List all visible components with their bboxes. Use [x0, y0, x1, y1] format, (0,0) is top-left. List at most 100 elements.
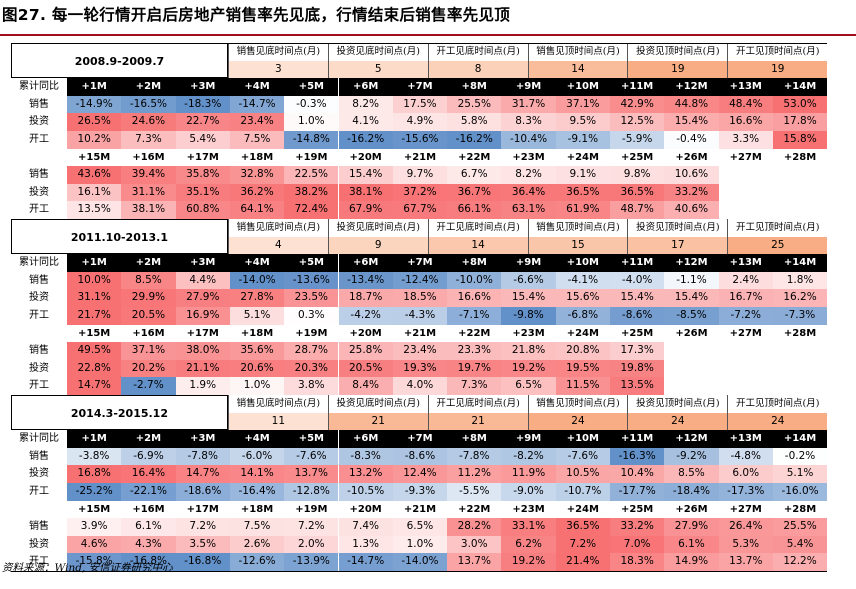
data-cell: -4.0%	[610, 271, 665, 290]
month-offset-header: +11M	[610, 430, 665, 448]
data-cell: 17.8%	[772, 113, 828, 131]
data-cell: 3.0%	[447, 535, 502, 554]
data-cell: 15.6%	[555, 289, 610, 307]
row-label-sales: 销售	[11, 271, 67, 290]
data-cell: 35.8%	[175, 166, 230, 184]
data-cell: 23.4%	[229, 113, 285, 131]
data-cell: 5.8%	[447, 113, 502, 131]
turning-point-value: 19	[727, 60, 828, 79]
row-label-sales: 销售	[11, 447, 67, 466]
month-offset-header: +27M	[718, 500, 773, 519]
data-cell: 5.3%	[718, 535, 773, 554]
data-cell: 6.7%	[447, 166, 502, 184]
month-offset-header: +24M	[555, 148, 610, 167]
data-cell: 31.1%	[121, 183, 176, 202]
data-cell: -13.9%	[284, 553, 339, 571]
row-label-start: 开工	[11, 377, 67, 395]
data-cell: -10.0%	[447, 271, 502, 290]
data-cell: 16.1%	[67, 183, 122, 202]
month-offset-header: +28M	[772, 500, 828, 519]
month-offset-header: +10M	[555, 254, 610, 272]
data-cell: -8.2%	[501, 447, 556, 466]
row-label-invest: 投资	[11, 359, 67, 378]
data-cell: -22.1%	[121, 483, 176, 501]
data-cell: 20.5%	[338, 359, 393, 378]
data-cell: 38.0%	[175, 342, 230, 360]
data-cell: -0.2%	[772, 447, 828, 466]
month-offset-header: +12M	[664, 430, 719, 448]
data-cell: 25.5%	[447, 95, 502, 114]
data-cell: -9.1%	[555, 131, 610, 149]
data-cell: -16.3%	[610, 447, 665, 466]
row-label-start: 开工	[11, 131, 67, 149]
data-cell: 28.7%	[284, 342, 339, 360]
data-cell: -14.9%	[67, 95, 122, 114]
data-cell: 15.4%	[501, 289, 556, 307]
data-cell	[772, 201, 828, 219]
month-offset-header: +5M	[284, 78, 339, 96]
data-cell: -5.5%	[447, 483, 502, 501]
data-cell: 9.7%	[392, 166, 448, 184]
data-cell: -16.2%	[447, 131, 502, 149]
month-offset-header: +26M	[664, 500, 719, 519]
data-cell: 23.5%	[284, 289, 339, 307]
month-offset-header: +11M	[610, 78, 665, 96]
month-offset-header: +6M	[338, 254, 393, 272]
data-cell: -25.2%	[67, 483, 122, 501]
data-cell: 5.1%	[772, 465, 828, 483]
data-cell: 29.9%	[121, 289, 176, 307]
data-cell: -17.3%	[718, 483, 773, 501]
data-cell	[664, 377, 719, 395]
turning-point-value: 8	[427, 60, 528, 79]
data-cell: 2.6%	[229, 535, 285, 554]
month-offset-header: +1M	[67, 430, 122, 448]
data-cell: 23.4%	[392, 342, 448, 360]
month-offset-header: +20M	[338, 500, 393, 519]
data-cell: -1.1%	[664, 271, 719, 290]
data-cell: 19.8%	[610, 359, 665, 378]
turning-point-header: 销售见顶时间点(月)	[527, 395, 628, 413]
data-cell: 5.1%	[229, 307, 285, 325]
data-cell: 14.7%	[175, 465, 230, 483]
data-cell: 6.1%	[664, 535, 719, 554]
data-cell: 4.4%	[175, 271, 230, 290]
month-offset-header: +3M	[175, 254, 230, 272]
row-label-invest: 投资	[11, 535, 67, 554]
turning-point-header: 销售见底时间点(月)	[227, 395, 328, 413]
data-cell: 16.6%	[718, 113, 773, 131]
data-cell: 8.3%	[501, 113, 556, 131]
data-cell: -5.9%	[610, 131, 665, 149]
month-offset-header: +2M	[121, 78, 176, 96]
data-cell: 15.4%	[610, 289, 665, 307]
data-cell: 7.5%	[229, 131, 285, 149]
month-offset-header: +22M	[447, 500, 502, 519]
data-cell: 20.6%	[229, 359, 285, 378]
month-offset-header: +26M	[664, 148, 719, 167]
row-label-start: 开工	[11, 307, 67, 325]
data-cell: 40.6%	[664, 201, 719, 219]
data-cell: 12.2%	[772, 553, 828, 571]
data-cell	[718, 359, 773, 378]
month-offset-header: +14M	[772, 430, 828, 448]
data-cell: -6.9%	[121, 447, 176, 466]
data-cell: 7.2%	[175, 518, 230, 536]
data-cell	[772, 359, 828, 378]
data-cell: -7.8%	[447, 447, 502, 466]
data-cell: 9.5%	[555, 113, 610, 131]
month-offset-header: +28M	[772, 324, 828, 343]
month-offset-header: +21M	[392, 500, 448, 519]
data-cell: -9.8%	[501, 307, 556, 325]
data-cell: -0.3%	[284, 95, 339, 114]
turning-point-value: 21	[427, 412, 528, 431]
month-offset-header: +15M	[67, 148, 122, 167]
month-offset-header: +21M	[392, 324, 448, 343]
data-cell	[718, 201, 773, 219]
month-offset-header: +20M	[338, 148, 393, 167]
data-cell: 36.7%	[447, 183, 502, 202]
month-offset-header: +23M	[501, 500, 556, 519]
data-cell: -4.2%	[338, 307, 393, 325]
month-offset-header: +12M	[664, 78, 719, 96]
month-offset-header: +8M	[447, 78, 502, 96]
turning-point-value: 4	[227, 236, 328, 255]
data-cell: 27.9%	[664, 518, 719, 536]
